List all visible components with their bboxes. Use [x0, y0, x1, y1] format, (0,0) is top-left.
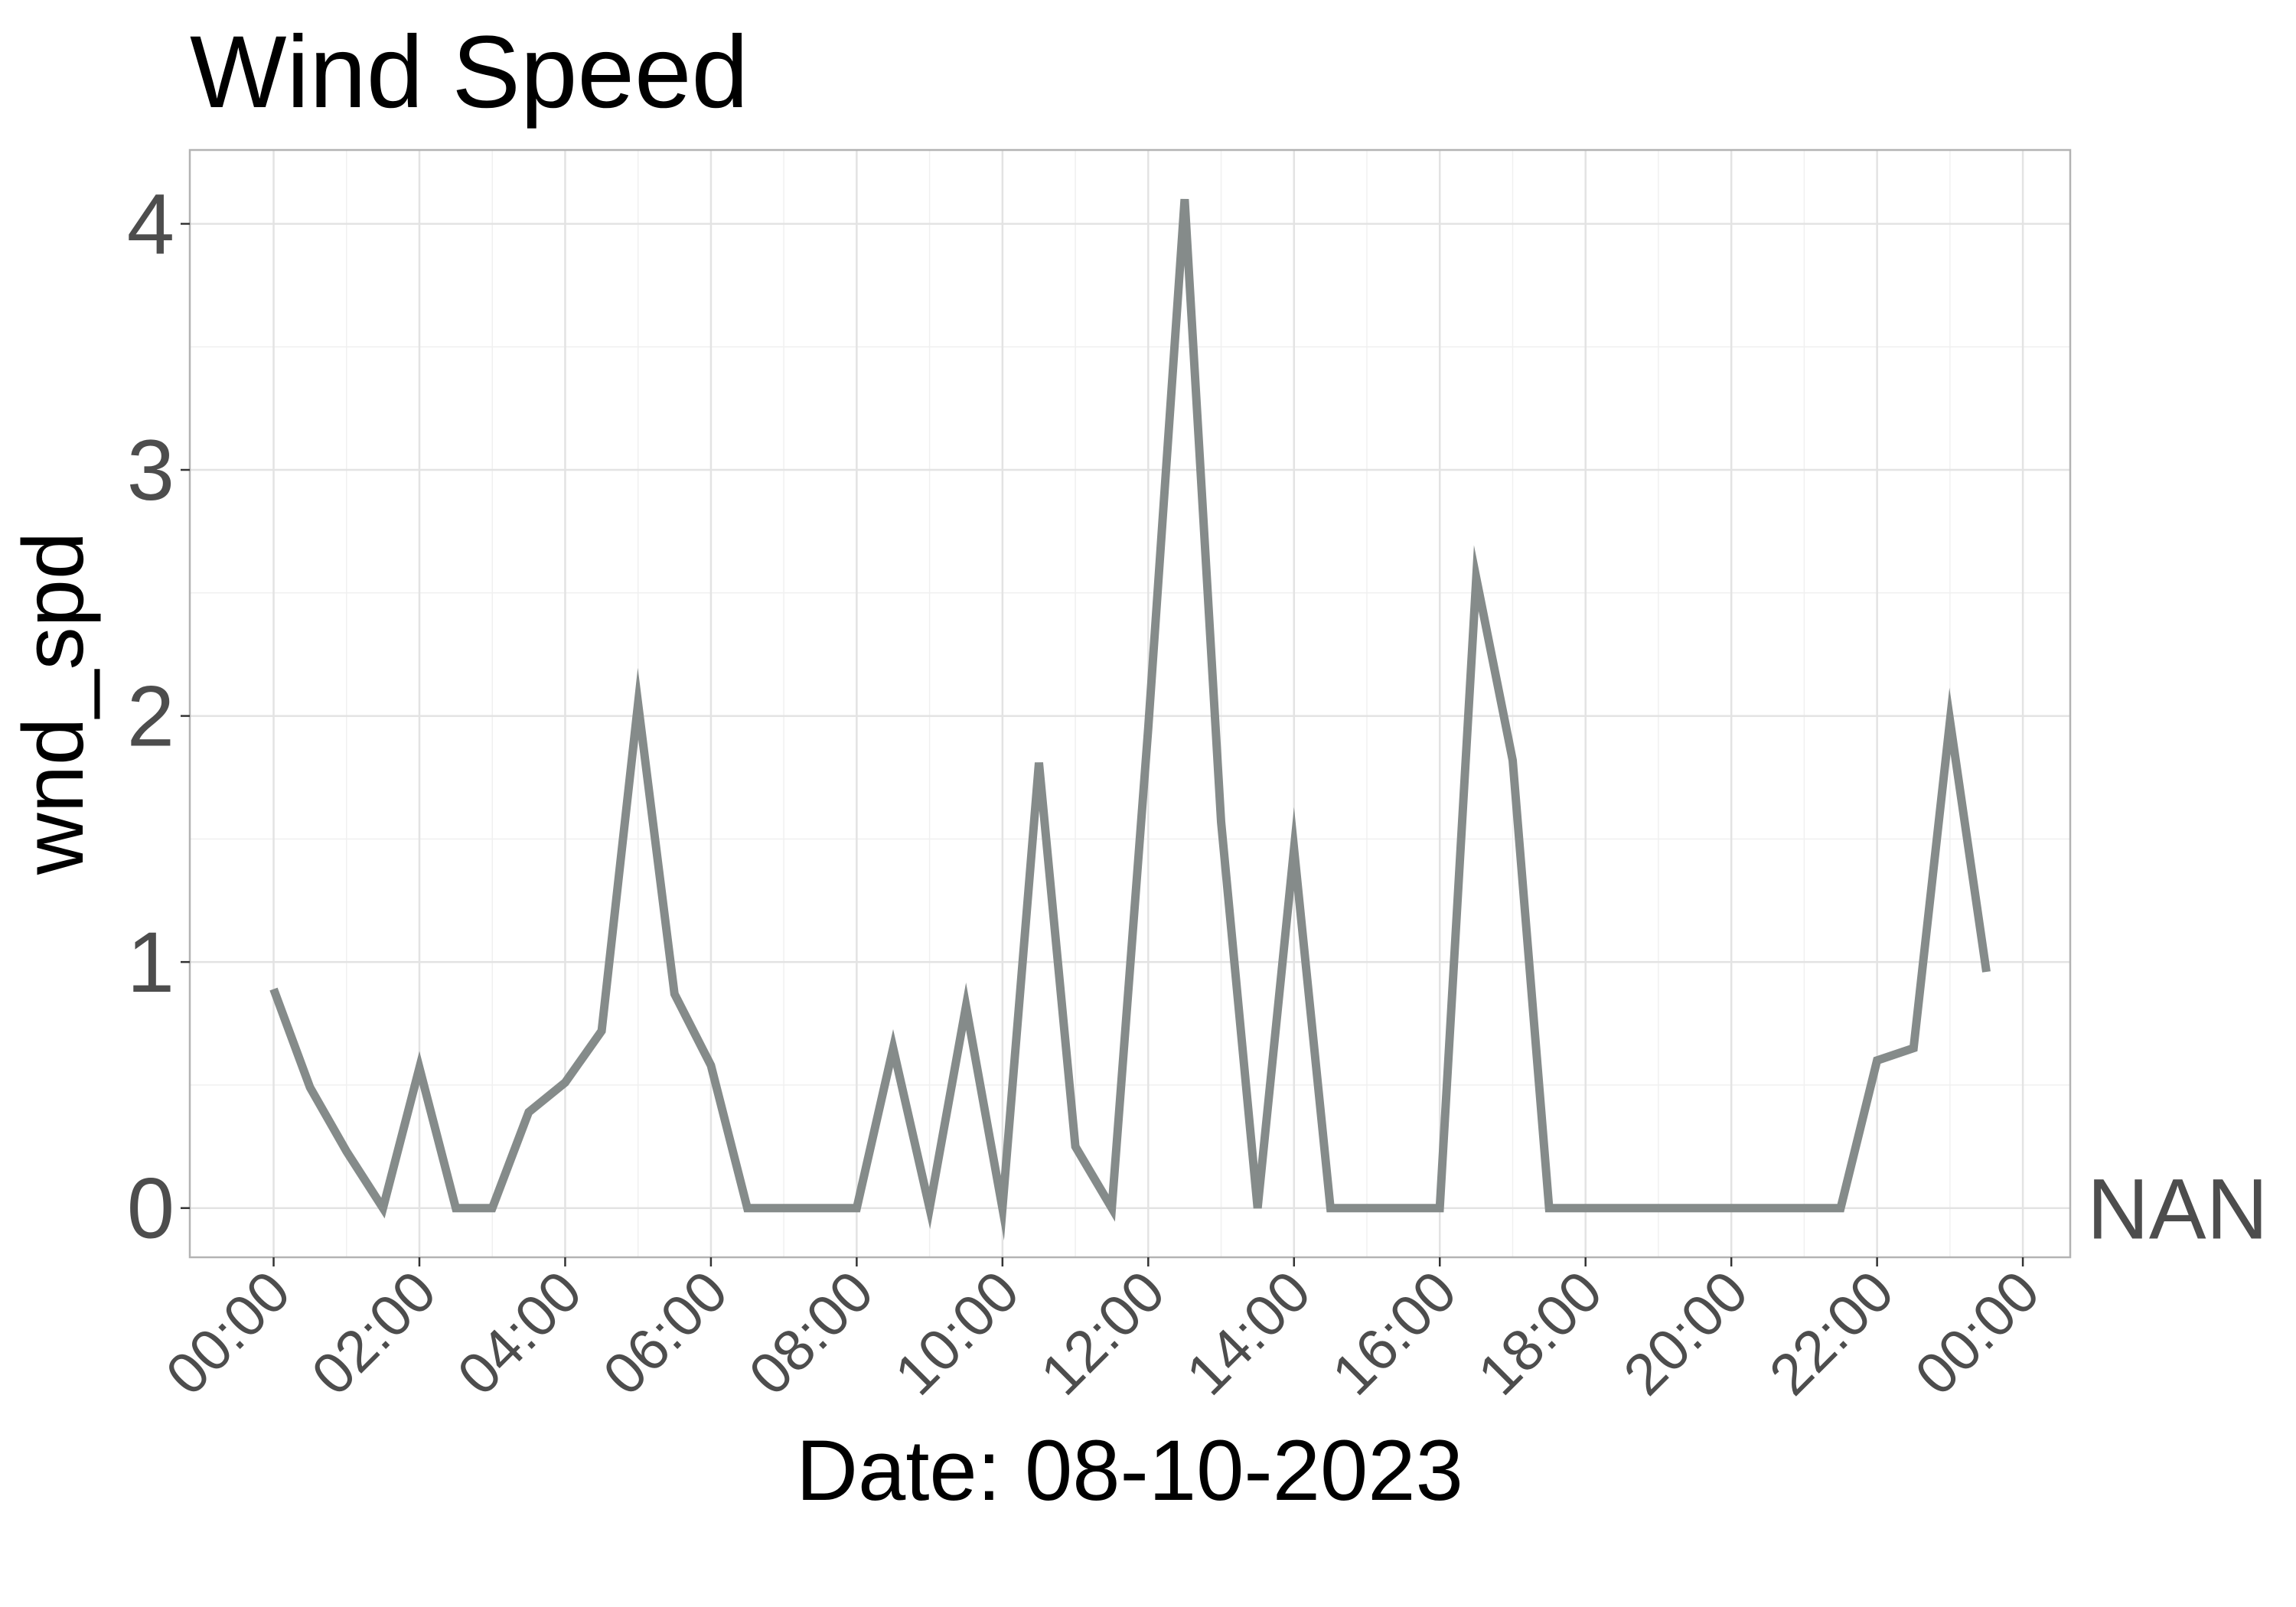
series-line [269, 198, 1991, 1241]
chart-title: Wind Speed [190, 15, 748, 129]
x-axis-title: Date: 08-10-2023 [796, 1423, 1463, 1518]
y-tick-label: 3 [127, 422, 174, 518]
y-tick-label: 0 [127, 1161, 174, 1257]
y-axis-title: wnd_spd [5, 532, 101, 875]
y-tick-label: 1 [127, 914, 174, 1010]
y-tick-label: 2 [127, 669, 174, 764]
series-end-label: NAN [2087, 1162, 2268, 1257]
plot-panel-border [188, 148, 2072, 1259]
series-layer: NAN [269, 198, 2268, 1257]
y-tick-label: 4 [127, 176, 174, 272]
